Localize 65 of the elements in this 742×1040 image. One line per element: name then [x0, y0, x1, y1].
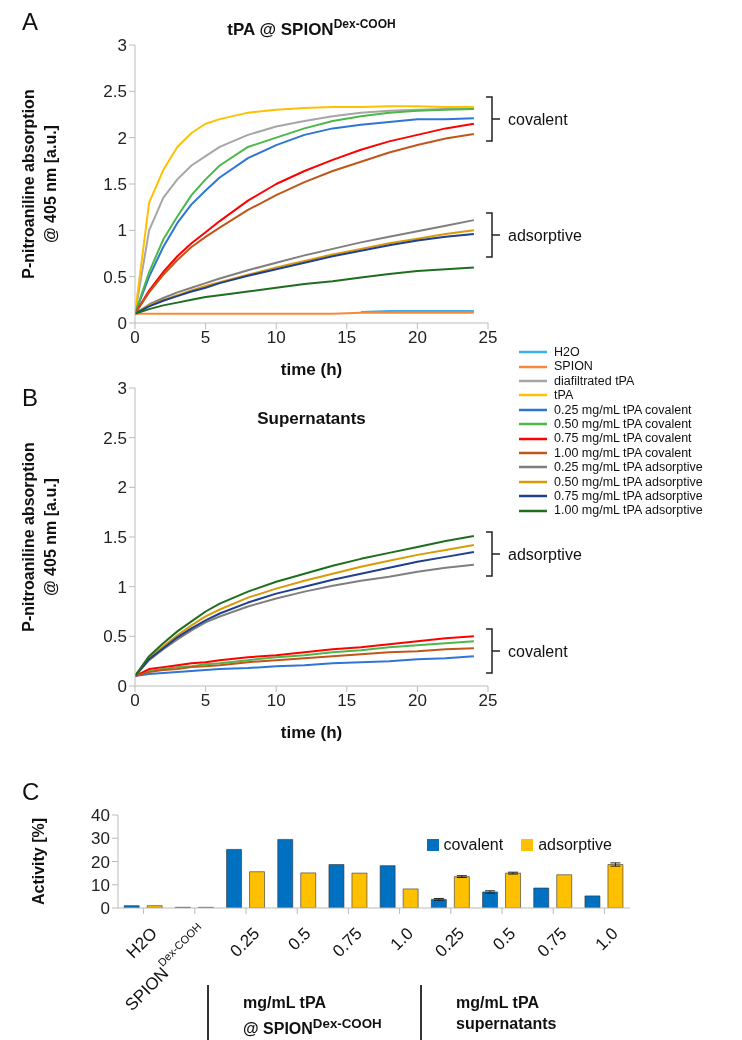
x-tick-label: 0: [130, 328, 140, 348]
legend-label: 0.50 mg/mL tPA covalent: [554, 417, 692, 432]
y-tick-label: 1: [117, 221, 127, 241]
y-tick-label: 0: [117, 314, 127, 334]
legend-label: diafiltrated tPA: [554, 373, 635, 389]
x-tick-label: 25: [478, 691, 498, 711]
text: adsorptive: [508, 227, 582, 244]
y-tick-label: 2.5: [103, 82, 127, 102]
y-tick-label: 3: [117, 379, 127, 399]
text: A: [22, 8, 39, 35]
y-tick-label: 2.5: [103, 428, 127, 448]
y-tick-label: 0.5: [103, 267, 127, 287]
y-axis-title: P-nitroaniline absorption @ 405 nm [a.u.]: [20, 442, 59, 632]
x-tick-label: 15: [337, 328, 357, 348]
y-tick-label: 20: [91, 852, 110, 872]
x-tick-label: 10: [266, 691, 286, 711]
x-tick-label: 20: [407, 328, 427, 348]
y-tick-label: 2: [117, 478, 127, 498]
legend-label: 1.00 mg/mL tPA adsorptive: [554, 503, 703, 518]
x-tick-label: 0: [130, 691, 140, 711]
x-tick-label: 5: [200, 328, 211, 348]
x-tick-label: 5: [200, 691, 211, 711]
x-tick-label: 15: [337, 691, 357, 711]
x-tick-label: 10: [266, 328, 286, 348]
x-tick-label: 1.0: [386, 923, 417, 955]
x-axis-title: time (h): [280, 360, 343, 379]
text: Supernatants: [257, 409, 366, 428]
y-tick-label: 1.5: [103, 528, 127, 548]
text: covalent: [508, 643, 569, 660]
x-tick-label: 1.0: [591, 923, 622, 955]
y-tick-label: 3: [117, 36, 127, 56]
y-tick-label: 0: [100, 899, 110, 919]
y-tick-label: 1: [117, 577, 127, 597]
text: adsorptive: [508, 546, 582, 563]
legend-label: H2O: [554, 345, 580, 360]
x-tick-label: 20: [407, 691, 427, 711]
x-tick-label: 0.5: [489, 923, 520, 955]
text: mg/mL tPA supernatants: [456, 993, 557, 1034]
legend-label: tPA: [554, 388, 574, 403]
legend-label: 0.25 mg/mL tPA adsorptive: [554, 460, 703, 475]
y-axis-title: Activity [%]: [30, 817, 47, 906]
y-tick-label: 0.5: [103, 627, 127, 647]
legend-label: 0.25 mg/mL tPA covalent: [554, 402, 692, 418]
y-axis-title: P-nitroaniline absorption @ 405 nm [a.u.]: [20, 89, 59, 279]
y-tick-label: 40: [91, 806, 110, 826]
x-tick-label: 0.5: [284, 923, 315, 955]
x-tick-label: 25: [478, 328, 498, 348]
y-tick-label: 2: [117, 128, 127, 148]
text: mg/mL tPA @ SPION$^{Dex-COOH}$: [243, 993, 382, 1040]
text: C: [22, 778, 40, 805]
y-tick-label: 30: [91, 829, 110, 849]
x-axis-title: time (h): [280, 723, 343, 742]
y-tick-label: 0: [117, 677, 127, 697]
y-tick-label: 10: [91, 875, 110, 895]
y-tick-label: 1.5: [103, 175, 127, 195]
legend-label: 0.75 mg/mL tPA covalent: [554, 431, 692, 446]
legend-label: adsorptive: [538, 836, 612, 854]
text: covalent: [508, 111, 569, 128]
legend-label: 1.00 mg/mL tPA covalent: [554, 445, 692, 461]
chart-title: tPA @ SPION$^{Dex-COOH}$: [227, 17, 396, 39]
legend-label: 0.50 mg/mL tPA adsorptive: [554, 474, 703, 490]
legend-label: covalent: [443, 836, 504, 854]
legend-label: 0.75 mg/mL tPA adsorptive: [554, 489, 703, 504]
legend-label: SPION: [554, 359, 593, 374]
text: B: [22, 384, 39, 411]
